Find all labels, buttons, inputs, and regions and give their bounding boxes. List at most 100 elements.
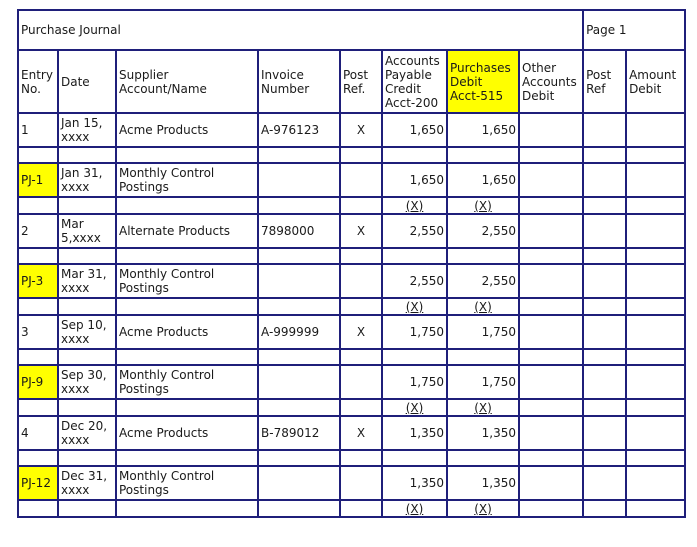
- header-invoice-number: Invoice Number: [257, 49, 341, 114]
- spacer-cell: [257, 499, 341, 518]
- journal-row: 1 Jan 15, xxxx Acme Products A-976123 X 1,650…: [17, 112, 687, 148]
- spacer-cell: [17, 247, 59, 265]
- spacer-cell: [339, 348, 383, 366]
- post-ref-2-cell: [582, 364, 628, 400]
- other-accounts-cell: [517, 263, 585, 299]
- purchases-posted-mark: (X): [446, 196, 520, 215]
- other-accounts-cell: [517, 213, 585, 249]
- supplier-cell: Monthly Control Postings: [115, 465, 259, 501]
- spacer-cell: [17, 297, 59, 316]
- spacer-cell: [17, 196, 59, 215]
- header-post-ref-2: Post Ref: [582, 49, 628, 114]
- ap-posted-mark: (X): [381, 499, 448, 518]
- spacer-cell: [115, 398, 259, 417]
- journal-row: PJ-12 Dec 31, xxxx Monthly Control Posting…: [17, 465, 687, 501]
- spacer-cell: [582, 499, 628, 518]
- entry-no-cell: 1: [17, 112, 59, 148]
- post-ref-cell: [339, 263, 383, 299]
- spacer-cell: [57, 196, 117, 215]
- post-ref-cell: X: [339, 415, 383, 451]
- spacer-cell: [446, 348, 520, 366]
- accounts-payable-cell: 1,650: [381, 112, 448, 148]
- purchases-debit-cell: 2,550: [446, 213, 520, 249]
- spacer-cell: [625, 499, 687, 518]
- invoice-cell: A-999999: [257, 314, 341, 350]
- header-other-accounts: Other Accounts Debit: [517, 49, 585, 114]
- spacer-cell: [582, 196, 628, 215]
- spacer-cell: [17, 398, 59, 417]
- amount-debit-cell: [625, 364, 687, 400]
- spacer-cell: [582, 247, 628, 265]
- purchases-debit-cell: 1,350: [446, 415, 520, 451]
- other-accounts-cell: [517, 162, 585, 198]
- amount-debit-cell: [625, 465, 687, 501]
- date-cell: Dec 31, xxxx: [57, 465, 117, 501]
- spacer-cell: [115, 196, 259, 215]
- spacer-cell: [582, 348, 628, 366]
- accounts-payable-cell: 1,750: [381, 364, 448, 400]
- posted-mark-text: (X): [474, 198, 492, 213]
- purchases-posted-mark: (X): [446, 398, 520, 417]
- post-ref-2-cell: [582, 213, 628, 249]
- amount-debit-cell: [625, 112, 687, 148]
- journal-row: PJ-1 Jan 31, xxxx Monthly Control Postings…: [17, 162, 687, 198]
- spacer-row: [17, 449, 687, 467]
- post-ref-cell: X: [339, 112, 383, 148]
- other-accounts-cell: [517, 415, 585, 451]
- spacer-cell: [57, 297, 117, 316]
- header-accounts-payable: Accounts Payable Credit Acct-200: [381, 49, 448, 114]
- spacer-cell: [339, 196, 383, 215]
- spacer-cell: [582, 449, 628, 467]
- spacer-cell: [17, 499, 59, 518]
- posted-mark-text: (X): [474, 299, 492, 314]
- journal-row: 2 Mar 5,xxxx Alternate Products 7898000 X 2,5…: [17, 213, 687, 249]
- spacer-cell: [57, 398, 117, 417]
- supplier-cell: Monthly Control Postings: [115, 364, 259, 400]
- spacer-cell: [17, 348, 59, 366]
- spacer-cell: [57, 146, 117, 164]
- supplier-cell: Acme Products: [115, 415, 259, 451]
- spacer-cell: [57, 247, 117, 265]
- accounts-payable-cell: 1,650: [381, 162, 448, 198]
- spacer-cell: [625, 449, 687, 467]
- spacer-cell: [339, 247, 383, 265]
- spacer-cell: [339, 398, 383, 417]
- entry-no-cell: 2: [17, 213, 59, 249]
- accounts-payable-cell: 1,350: [381, 415, 448, 451]
- invoice-cell: [257, 364, 341, 400]
- invoice-cell: [257, 465, 341, 501]
- purchases-debit-cell: 1,750: [446, 314, 520, 350]
- supplier-cell: Acme Products: [115, 314, 259, 350]
- purchase-journal-table: Purchase Journal Page 1 Entry No. Date S…: [16, 9, 687, 518]
- ap-posted-mark: (X): [381, 398, 448, 417]
- spacer-cell: [446, 247, 520, 265]
- header-post-ref: Post Ref.: [339, 49, 383, 114]
- date-cell: Mar 31, xxxx: [57, 263, 117, 299]
- header-amount-debit: Amount Debit: [625, 49, 687, 114]
- posting-mark-row: (X) (X): [17, 499, 687, 518]
- spacer-cell: [625, 297, 687, 316]
- spacer-cell: [517, 196, 585, 215]
- accounts-payable-cell: 2,550: [381, 263, 448, 299]
- spacer-cell: [582, 146, 628, 164]
- post-ref-cell: [339, 162, 383, 198]
- amount-debit-cell: [625, 263, 687, 299]
- other-accounts-cell: [517, 314, 585, 350]
- post-ref-cell: [339, 364, 383, 400]
- journal-row: PJ-9 Sep 30, xxxx Monthly Control Postings…: [17, 364, 687, 400]
- journal-row: 4 Dec 20, xxxx Acme Products B-789012 X 1,350…: [17, 415, 687, 451]
- accounts-payable-cell: 1,750: [381, 314, 448, 350]
- invoice-cell: 7898000: [257, 213, 341, 249]
- purchases-debit-cell: 2,550: [446, 263, 520, 299]
- entry-no-cell: 3: [17, 314, 59, 350]
- spacer-cell: [115, 297, 259, 316]
- post-ref-2-cell: [582, 112, 628, 148]
- spacer-cell: [339, 146, 383, 164]
- spacer-cell: [257, 196, 341, 215]
- spacer-cell: [517, 146, 585, 164]
- spacer-cell: [625, 348, 687, 366]
- post-ref-2-cell: [582, 263, 628, 299]
- spacer-cell: [582, 398, 628, 417]
- spacer-cell: [115, 348, 259, 366]
- header-entry-no: Entry No.: [17, 49, 59, 114]
